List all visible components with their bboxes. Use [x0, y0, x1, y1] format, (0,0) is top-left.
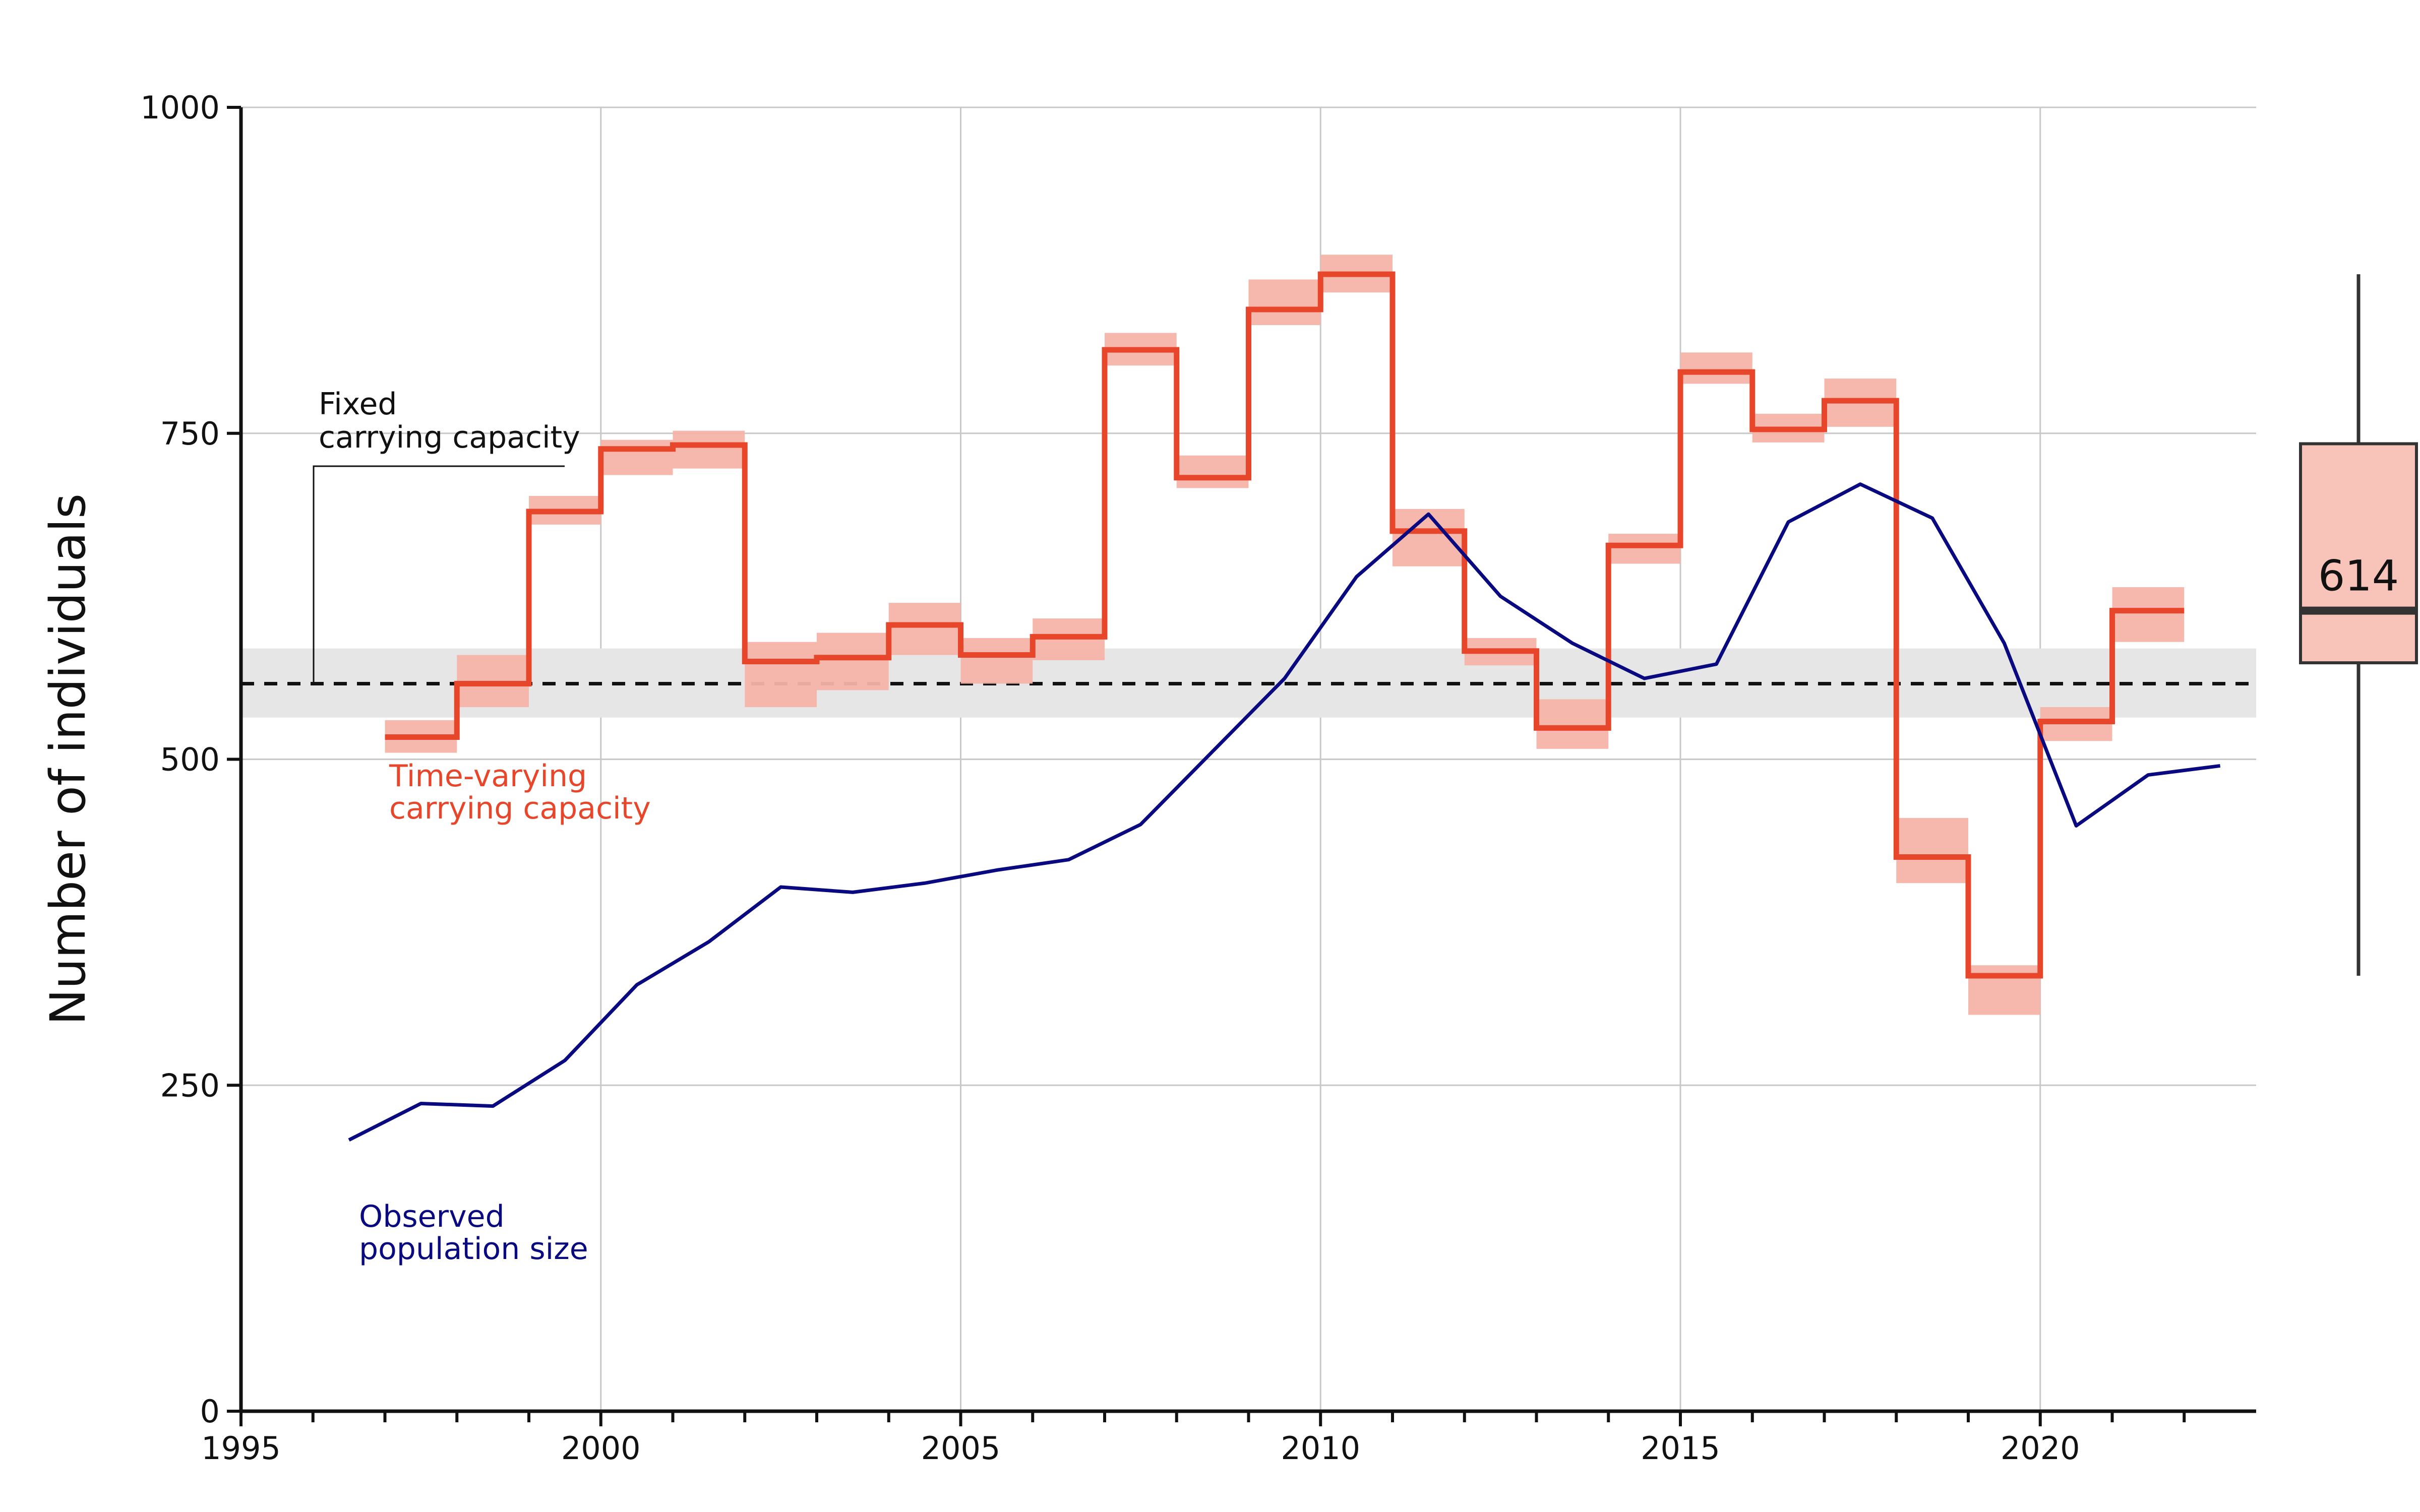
time-varying-annotation-line2: carrying capacity [389, 791, 651, 826]
time-varying-interval [1608, 533, 1680, 564]
fixed-capacity-leader-line [313, 465, 565, 684]
fixed-capacity-layer [241, 648, 2256, 718]
observed-population-layer [348, 482, 2221, 1142]
time-varying-interval [600, 439, 673, 475]
fixed-capacity-annotation-line2: carrying capacity [319, 420, 580, 455]
observed-annotation-line2: population size [359, 1231, 588, 1267]
time-varying-interval [1680, 352, 1752, 384]
y-tick-label: 250 [160, 1067, 220, 1104]
fixed-capacity-annotation-line1: Fixed [319, 387, 397, 422]
time-varying-interval [1968, 965, 2040, 1015]
time-varying-line-layer [385, 271, 2185, 979]
time-varying-interval [1176, 455, 1249, 488]
time-varying-interval [1393, 509, 1465, 566]
time-varying-interval [1248, 279, 1321, 326]
y-tick-label: 0 [200, 1393, 220, 1430]
y-tick-label: 1000 [140, 89, 220, 126]
observed-population-line [348, 482, 2221, 1142]
boxplot-box [2299, 442, 2418, 665]
time-varying-annotation-line1: Time-varying [389, 759, 587, 794]
x-tick-label: 2015 [1641, 1430, 1720, 1467]
x-tick-label: 2020 [2001, 1430, 2080, 1467]
time-varying-interval [1536, 699, 1609, 749]
time-varying-interval [2112, 587, 2185, 642]
time-varying-interval [960, 638, 1033, 684]
time-varying-interval [817, 633, 889, 690]
x-tick-label: 2000 [561, 1430, 641, 1467]
x-tick-label: 2010 [1281, 1430, 1360, 1467]
observed-annotation-line1: Observed [359, 1199, 505, 1234]
time-varying-capacity-line [385, 271, 2185, 979]
y-tick-label: 750 [160, 415, 220, 452]
time-varying-interval [888, 603, 961, 655]
time-varying-interval [1896, 817, 1968, 884]
x-tick-label: 1995 [201, 1430, 281, 1467]
time-varying-band-layer [385, 255, 2185, 1015]
time-varying-interval [673, 430, 745, 469]
summary-boxplot [2299, 274, 2418, 976]
axes: 0 250 500 750 1000 1995 2000 2005 2010 2015 2020 [140, 89, 2256, 1467]
x-tick-label: 2005 [921, 1430, 1001, 1467]
time-varying-interval [745, 642, 817, 708]
y-tick-label: 500 [160, 741, 220, 778]
boxplot-median-label: 614 [2318, 551, 2399, 601]
y-axis-label: Number of individuals [40, 493, 96, 1025]
